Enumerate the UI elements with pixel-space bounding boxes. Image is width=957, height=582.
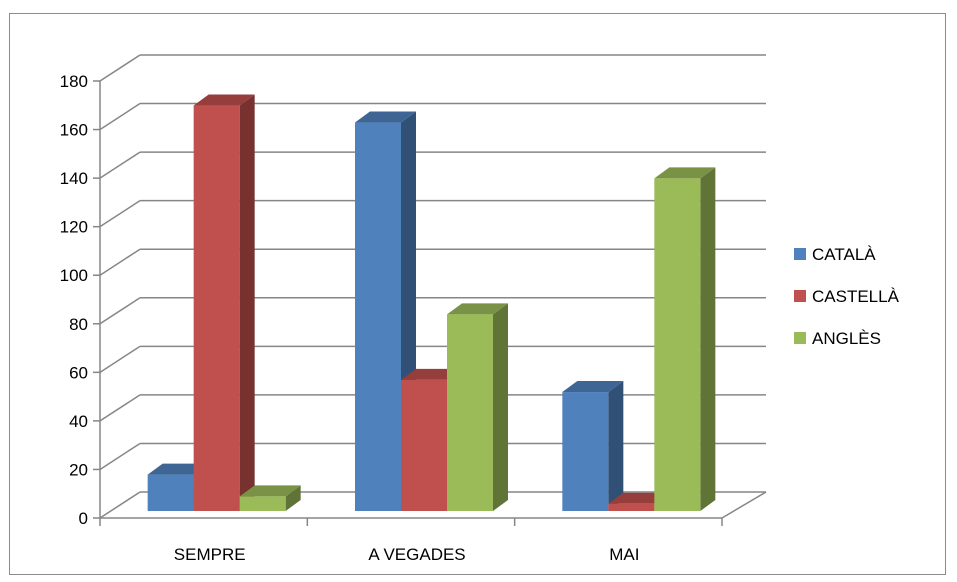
- bar-anglès-mai: [654, 167, 716, 511]
- y-tick-label: 60: [69, 363, 88, 382]
- legend: CATALÀ CASTELLÀ ANGLÈS: [794, 245, 900, 348]
- axes: [93, 80, 767, 526]
- bar-front: [147, 474, 194, 511]
- floor-right-edge: [721, 491, 767, 519]
- bar-front: [355, 122, 401, 512]
- bar-top: [147, 463, 209, 475]
- bar-front: [401, 379, 447, 511]
- bars: [147, 94, 716, 512]
- bar-side: [608, 381, 624, 511]
- bar-top: [239, 485, 301, 497]
- legend-swatch: [794, 290, 806, 302]
- bar-castellà-sempre: [193, 94, 255, 512]
- gridline-side: [99, 491, 141, 519]
- bar-anglès-sempre: [239, 485, 301, 511]
- gridline-side: [99, 248, 141, 276]
- x-category-label: A VEGADES: [368, 545, 465, 564]
- bar-top: [447, 303, 508, 315]
- bar-front: [608, 503, 655, 511]
- gridline-side: [99, 345, 141, 373]
- y-tick-label: 140: [60, 169, 88, 188]
- bar-side: [493, 303, 508, 511]
- bar-català-a-vegades: [355, 111, 416, 512]
- bar-front: [654, 178, 701, 511]
- gridline-side: [99, 54, 141, 82]
- y-tick-label: 80: [69, 315, 88, 334]
- legend-label: CATALÀ: [812, 245, 876, 264]
- legend-swatch: [794, 332, 806, 344]
- y-axis-tick-labels: 0 20 40 60 80 100 120 140 160 180: [60, 72, 88, 528]
- bar-top: [654, 167, 716, 179]
- gridline-side: [99, 394, 141, 422]
- x-category-label: MAI: [609, 545, 639, 564]
- gridline-side: [99, 200, 141, 228]
- bar-front: [239, 496, 286, 511]
- y-tick-label: 20: [69, 460, 88, 479]
- gridline-side: [99, 297, 141, 325]
- bar-top: [562, 381, 624, 393]
- y-tick-label: 120: [60, 218, 88, 237]
- legend-swatch: [794, 248, 806, 260]
- bar-top: [401, 368, 462, 380]
- bar-top: [608, 492, 670, 504]
- bar-top: [355, 111, 416, 123]
- y-tick-label: 40: [69, 412, 88, 431]
- bar-front: [193, 105, 240, 512]
- bar-top: [193, 94, 255, 106]
- y-tick-label: 0: [79, 509, 88, 528]
- bar-side: [700, 167, 716, 511]
- legend-label: ANGLÈS: [812, 329, 881, 348]
- bar-front: [562, 392, 609, 511]
- y-tick-label: 160: [60, 121, 88, 140]
- y-tick-label: 100: [60, 266, 88, 285]
- bar-front: [447, 314, 493, 511]
- legend-label: CASTELLÀ: [812, 287, 900, 306]
- x-axis-category-labels: SEMPRE A VEGADES MAI: [174, 545, 640, 564]
- gridline-side: [99, 442, 141, 471]
- y-tick-label: 180: [60, 72, 88, 91]
- bar-side: [239, 94, 255, 512]
- bar-anglès-a-vegades: [447, 303, 508, 511]
- gridline-side: [99, 151, 141, 179]
- bar-català-mai: [562, 381, 624, 511]
- x-category-label: SEMPRE: [174, 545, 246, 564]
- gridline-side: [99, 102, 141, 131]
- bar-side: [285, 485, 301, 511]
